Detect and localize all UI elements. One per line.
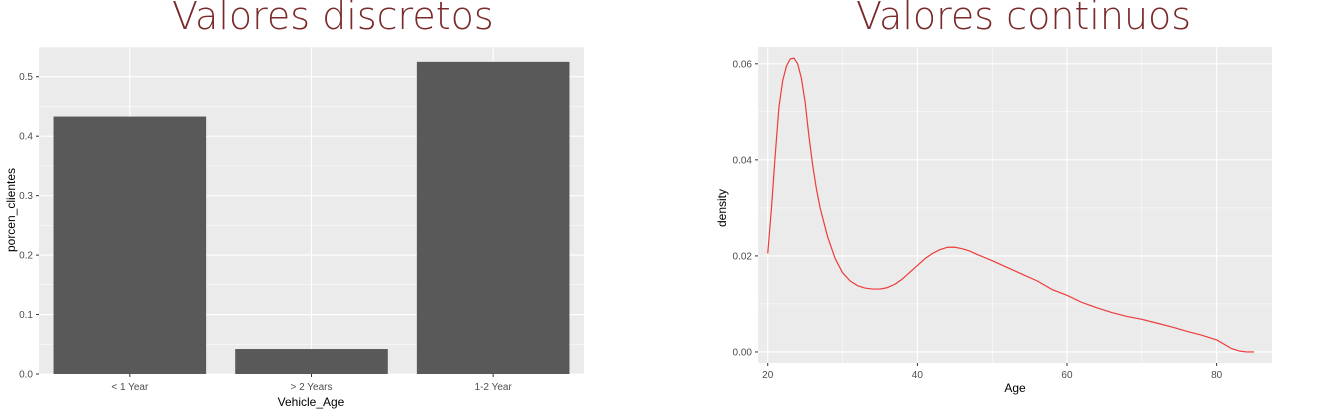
bar-chart-bars <box>53 61 570 374</box>
density-chart-y-axis-label: density <box>715 189 729 227</box>
bar-chart-y-tick-label: 0.5 <box>19 72 33 83</box>
bar-chart-y-axis-label: porcen_clientes <box>4 168 18 252</box>
density-chart-x-tick-label: 40 <box>912 370 924 381</box>
bar-chart-x-ticks: < 1 Year > 2 Years 1-2 Year <box>111 374 512 393</box>
chart-title-continuous: Valores continuos <box>856 0 1192 38</box>
density-series-line <box>767 57 1255 353</box>
bar-chart-x-axis-label: Vehicle_Age <box>278 395 345 409</box>
bar-chart: 0.0 0.1 0.2 0.3 0.4 0.5 < 1 Year > 2 Years 1-2 … <box>4 46 584 409</box>
bar-chart-y-tick-label: 0.2 <box>19 251 33 262</box>
bar <box>235 349 388 374</box>
density-chart-y-ticks: 0.00 0.02 0.04 0.06 <box>733 59 758 358</box>
bar-chart-x-tick-label: 1-2 Year <box>475 382 513 393</box>
density-chart-x-ticks: 20 40 60 80 <box>762 363 1223 381</box>
density-chart-x-axis-label: Age <box>1004 381 1026 395</box>
density-chart-x-tick-label: 60 <box>1061 370 1073 381</box>
bar-chart-y-tick-label: 0.4 <box>19 132 33 143</box>
density-chart: 0.00 0.02 0.04 0.06 20 40 60 80 Age density <box>715 47 1272 395</box>
bar-chart-y-tick-label: 0.0 <box>19 370 33 381</box>
density-chart-y-tick-label: 0.04 <box>733 155 753 166</box>
bar <box>53 116 207 374</box>
density-chart-y-tick-label: 0.00 <box>733 347 753 358</box>
bar-chart-x-tick-label: < 1 Year <box>111 382 149 393</box>
bar <box>416 61 570 374</box>
bar-chart-y-tick-label: 0.3 <box>19 191 33 202</box>
density-chart-x-tick-label: 20 <box>762 370 774 381</box>
bar-chart-x-tick-label: > 2 Years <box>291 382 333 393</box>
density-chart-panel <box>758 47 1272 363</box>
chart-title-discrete: Valores discretos <box>172 0 494 38</box>
bar-chart-y-tick-label: 0.1 <box>19 310 33 321</box>
density-chart-y-tick-label: 0.06 <box>733 59 753 70</box>
density-chart-y-tick-label: 0.02 <box>733 251 753 262</box>
bar-chart-y-ticks: 0.0 0.1 0.2 0.3 0.4 0.5 <box>19 72 39 381</box>
density-chart-grid <box>758 47 1272 363</box>
density-chart-x-tick-label: 80 <box>1211 370 1223 381</box>
